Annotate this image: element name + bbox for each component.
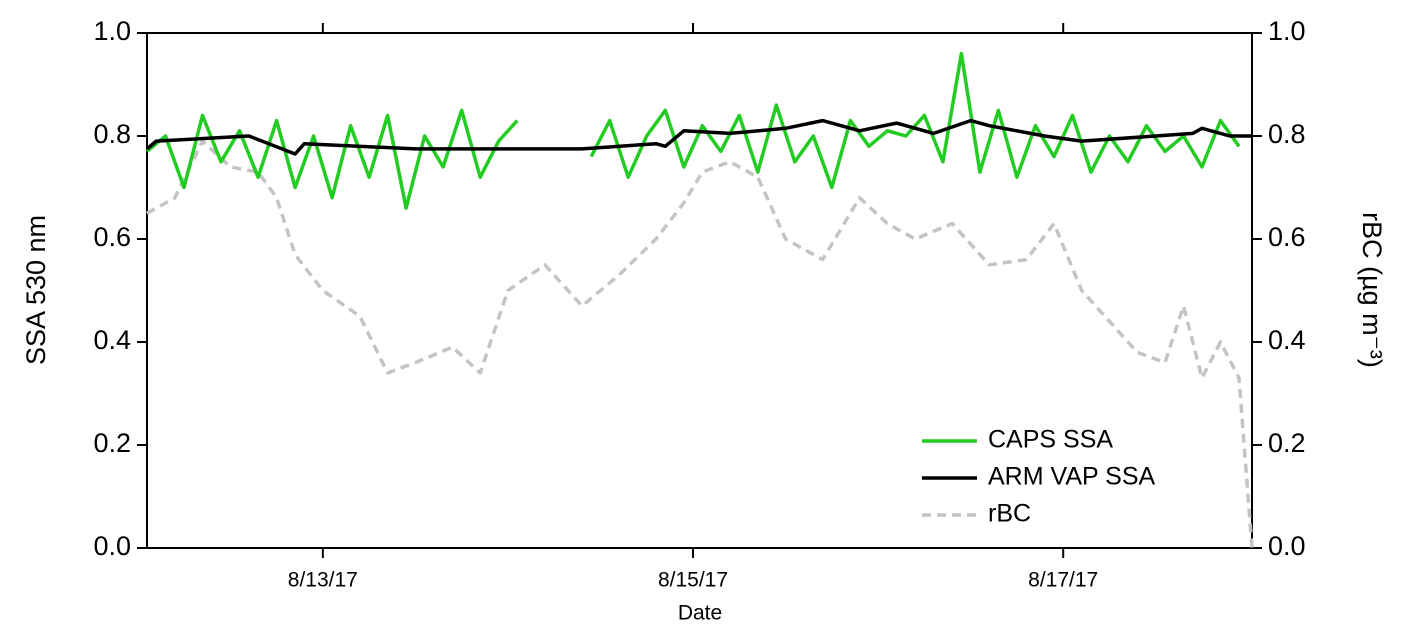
y2-tick-label: 0.8 bbox=[1268, 119, 1306, 149]
x-tick-label: 8/13/17 bbox=[288, 569, 358, 592]
y2-tick-label: 0.6 bbox=[1268, 222, 1306, 252]
y2-tick-label: 0.2 bbox=[1268, 428, 1306, 458]
y-tick-label: 0.2 bbox=[93, 428, 131, 458]
y2-tick-label: 0.0 bbox=[1268, 531, 1306, 561]
legend-label: CAPS SSA bbox=[988, 426, 1113, 454]
legend-label: rBC bbox=[988, 500, 1031, 528]
y-tick-label: 0.0 bbox=[93, 531, 131, 561]
legend-label: ARM VAP SSA bbox=[988, 463, 1156, 491]
y-axis-label: SSA 530 nm bbox=[21, 215, 51, 365]
x-axis-label: Date bbox=[678, 602, 722, 625]
y2-tick-label: 1.0 bbox=[1268, 16, 1306, 46]
x-tick-label: 8/15/17 bbox=[658, 569, 728, 592]
series-line bbox=[145, 118, 1252, 156]
plot-frame bbox=[146, 32, 1253, 549]
series-line bbox=[146, 139, 1254, 549]
y2-tick-label: 0.4 bbox=[1268, 325, 1306, 355]
y-tick-label: 0.8 bbox=[93, 119, 131, 149]
y-tick-label: 0.6 bbox=[93, 222, 131, 252]
y-tick-label: 0.4 bbox=[93, 325, 131, 355]
x-tick-label: 8/17/17 bbox=[1028, 569, 1098, 592]
y2-axis-label: rBC (µg m⁻³) bbox=[1357, 212, 1387, 368]
y-tick-label: 1.0 bbox=[93, 16, 131, 46]
